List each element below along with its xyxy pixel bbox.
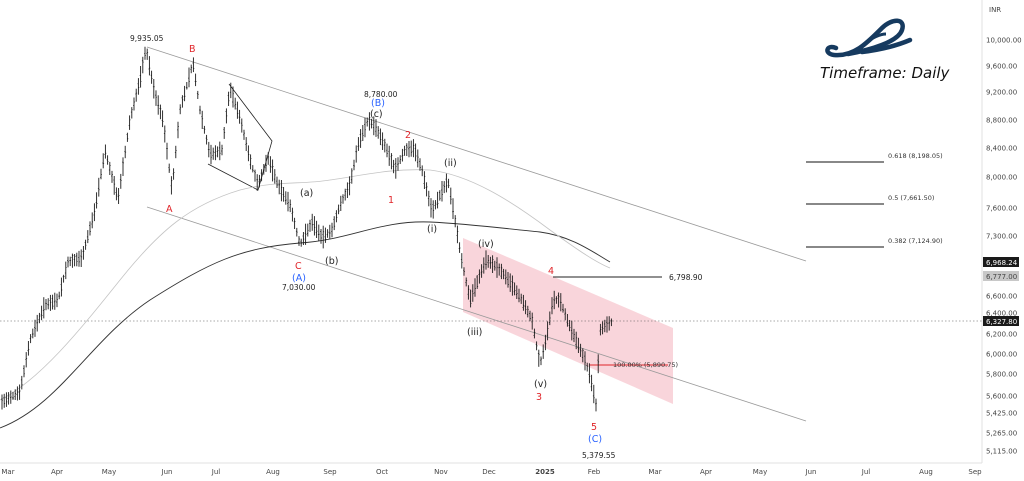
price-tick-label: 5,800.00	[986, 371, 1017, 379]
marker-bg-6968	[983, 257, 1019, 267]
time-tick-label: Aug	[919, 468, 933, 476]
wave-label-paren-A: (A)	[292, 273, 306, 284]
wave-label-5: 5	[591, 422, 597, 433]
price-tick-label: 10,000.00	[986, 37, 1022, 45]
wave-label-B: B	[189, 44, 196, 55]
wave-label-a: (a)	[300, 188, 313, 199]
marker-6327: 6,327.80	[986, 318, 1017, 326]
wave-label-2: 2	[405, 130, 411, 141]
wave-label-paren-C: (C)	[588, 434, 602, 445]
time-tick-label: Sep	[968, 468, 982, 476]
moving-average-short	[0, 169, 611, 401]
wave-label-4: 4	[548, 266, 554, 277]
fib-label-05: 0.5 (7,661.50)	[888, 194, 934, 202]
wave-label-A: A	[166, 204, 173, 215]
extension-label: 100.00% (5,890.75)	[613, 361, 678, 369]
wave-label-3: 3	[536, 392, 542, 403]
time-tick-label: Jun	[805, 468, 817, 476]
wave-label-ii: (ii)	[444, 158, 457, 169]
price-tick-label: 6,000.00	[986, 351, 1017, 359]
price-label-level: 6,798.90	[669, 273, 703, 282]
time-tick-label: Feb	[588, 468, 601, 476]
upper-trend-line	[146, 46, 807, 262]
price-tick-label: 9,600.00	[986, 63, 1017, 71]
price-tick-label: 5,425.00	[986, 410, 1017, 418]
price-tick-label: 6,400.00	[986, 310, 1017, 318]
wave-label-iv: (iv)	[478, 239, 494, 250]
marker-bg-6327	[983, 316, 1019, 326]
time-tick-label: May	[102, 468, 116, 476]
wave-label-i: (i)	[427, 224, 437, 235]
wave-label-C: C	[295, 261, 302, 272]
price-tick-label: 5,600.00	[986, 393, 1017, 401]
price-tick-label: 6,600.00	[986, 293, 1017, 301]
wave-label-paren-B: (B)	[371, 98, 385, 109]
wave-label-v: (v)	[534, 379, 547, 390]
time-tick-label: Apr	[51, 468, 63, 476]
time-tick-label: Dec	[482, 468, 496, 476]
time-tick-label: 2025	[535, 468, 555, 476]
triangle-pattern	[207, 83, 273, 191]
wave-label-iii: (iii)	[467, 327, 482, 338]
price-tick-label: 5,265.00	[986, 430, 1017, 438]
time-tick-label: Jun	[161, 468, 173, 476]
price-tick-label: 8,800.00	[986, 117, 1017, 125]
price-label-c-low: 5,379.55	[582, 451, 616, 460]
marker-bg-6777	[983, 271, 1019, 281]
price-tick-label: 7,600.00	[986, 205, 1017, 213]
lower-trend-line	[146, 206, 807, 422]
price-tick-label: 9,200.00	[986, 89, 1017, 97]
price-tick-label: 8,000.00	[986, 174, 1017, 182]
price-tick-label: 8,400.00	[986, 145, 1017, 153]
fib-label-0618: 0.618 (8,198.05)	[888, 152, 943, 160]
time-tick-label: Jul	[211, 468, 221, 476]
time-tick-label: Sep	[323, 468, 337, 476]
marker-6968: 6,968.24	[986, 259, 1018, 267]
currency-label: INR	[989, 6, 1001, 14]
brand-logo	[825, 18, 913, 58]
wave-label-1: 1	[388, 195, 394, 206]
marker-6777: 6,777.00	[986, 273, 1017, 281]
time-tick-label: Aug	[266, 468, 280, 476]
candles	[1, 46, 613, 412]
time-tick-label: Oct	[376, 468, 388, 476]
price-label-b-peak: 8,780.00	[364, 90, 398, 99]
time-tick-label: Apr	[700, 468, 712, 476]
time-tick-label: Mar	[648, 468, 661, 476]
wave-label-b: (b)	[325, 256, 338, 267]
price-tick-label: 7,300.00	[986, 233, 1017, 241]
time-tick-label: May	[753, 468, 767, 476]
time-axis: Mar Apr May Jun Jul Aug Sep Oct Nov Dec 2025 Feb Mar…	[1, 468, 982, 476]
time-tick-label: Mar	[1, 468, 14, 476]
wave-label-c: (c)	[370, 109, 383, 120]
price-tick-label: 5,115.00	[986, 448, 1017, 456]
time-tick-label: Jul	[861, 468, 871, 476]
time-tick-label: Nov	[434, 468, 448, 476]
price-label-high: 9,935.05	[130, 34, 164, 43]
price-tick-label: 6,200.00	[986, 331, 1017, 339]
fib-label-0382: 0.382 (7,124.90)	[888, 237, 943, 245]
timeframe-label: Timeframe: Daily	[820, 64, 951, 82]
price-label-a-low: 7,030.00	[282, 283, 316, 292]
